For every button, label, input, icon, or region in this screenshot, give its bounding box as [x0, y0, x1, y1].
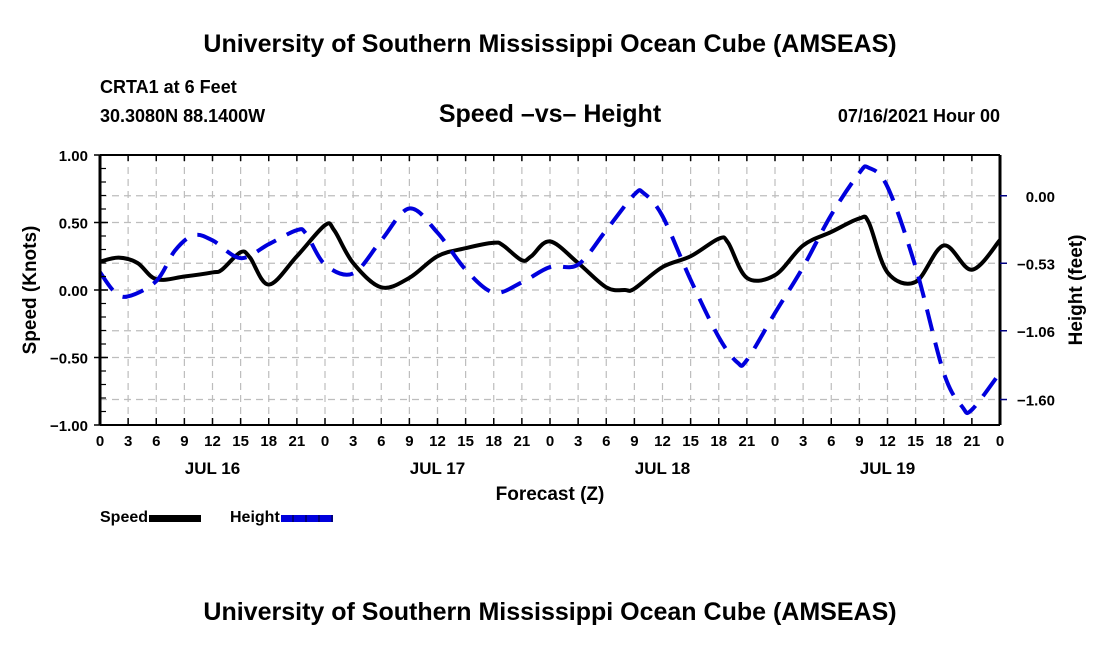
x-tick-label: 15	[907, 433, 924, 450]
x-tick-label: 15	[457, 433, 474, 450]
x-tick-label: 9	[855, 433, 863, 450]
y2-tick-label: −0.53	[1017, 256, 1055, 273]
x-tick-label: 21	[289, 433, 306, 450]
x-day-label: JUL 16	[185, 459, 240, 478]
x-tick-label: 3	[124, 433, 132, 450]
x-tick-label: 18	[710, 433, 727, 450]
x-tick-label: 18	[260, 433, 277, 450]
x-tick-label: 9	[630, 433, 638, 450]
x-tick-label: 0	[321, 433, 329, 450]
y-axis-label: Speed (Knots)	[20, 226, 41, 355]
x-tick-label: 9	[180, 433, 188, 450]
legend-swatch-speed	[149, 514, 202, 522]
x-day-label: JUL 17	[410, 459, 465, 478]
x-tick-label: 12	[429, 433, 446, 450]
series-line-speed	[99, 214, 1002, 293]
y-tick-label: 1.00	[59, 148, 88, 165]
y-tick-label: −0.50	[50, 351, 88, 368]
x-tick-label: 12	[204, 433, 221, 450]
x-day-label: JUL 19	[860, 459, 915, 478]
footer-title: University of Southern Mississippi Ocean…	[203, 598, 897, 626]
x-tick-label: 12	[879, 433, 896, 450]
x-tick-label: 6	[602, 433, 610, 450]
x-tick-label: 3	[349, 433, 357, 450]
y2-tick-label: −1.60	[1017, 393, 1055, 410]
x-tick-label: 18	[485, 433, 502, 450]
chart-main-title: University of Southern Mississippi Ocean…	[203, 30, 897, 58]
x-tick-label: 6	[827, 433, 835, 450]
legend-label-speed: Speed	[100, 509, 149, 526]
grid	[100, 155, 1000, 425]
series-layer	[98, 164, 1002, 416]
x-tick-label: 3	[574, 433, 582, 450]
x-tick-label: 21	[739, 433, 756, 450]
series-line-height	[98, 164, 1002, 416]
legend-label-height: Height	[230, 509, 280, 526]
station-label: CRTA1 at 6 Feet	[100, 77, 237, 97]
legend-item-speed: Speed	[100, 509, 202, 527]
x-tick-label: 0	[96, 433, 104, 450]
x-tick-label: 21	[514, 433, 531, 450]
y-tick-label: 0.50	[59, 216, 88, 233]
x-axis-label: Forecast (Z)	[496, 484, 605, 505]
x-tick-label: 12	[654, 433, 671, 450]
x-tick-label: 0	[996, 433, 1004, 450]
x-day-label: JUL 18	[635, 459, 690, 478]
x-tick-label: 6	[152, 433, 160, 450]
x-tick-label: 0	[771, 433, 779, 450]
coordinates-label: 30.3080N 88.1400W	[100, 106, 266, 126]
x-tick-label: 15	[682, 433, 699, 450]
y2-tick-label: 0.00	[1026, 189, 1055, 206]
y2-axis-label: Height (feet)	[1066, 235, 1087, 346]
chart-subtitle: Speed –vs– Height	[438, 100, 662, 128]
y-tick-label: −1.00	[50, 418, 88, 435]
forecast-datetime: 07/16/2021 Hour 00	[837, 106, 1000, 126]
y-tick-label: 0.00	[59, 283, 88, 300]
legend-swatch-height	[280, 514, 333, 522]
axes: 0 3 6 9 12 15 18 21 0 3 6 9 12 15 18 21 0 3 6 9 12 15 18 21 0 3 6 9…	[50, 148, 1055, 478]
x-tick-label: 6	[377, 433, 385, 450]
y2-tick-label: −1.06	[1017, 324, 1055, 341]
x-tick-label: 3	[799, 433, 807, 450]
x-tick-label: 15	[232, 433, 249, 450]
x-tick-label: 9	[405, 433, 413, 450]
x-tick-label: 18	[935, 433, 952, 450]
x-tick-label: 0	[546, 433, 554, 450]
legend-item-height: Height	[230, 509, 333, 527]
x-tick-label: 21	[964, 433, 981, 450]
